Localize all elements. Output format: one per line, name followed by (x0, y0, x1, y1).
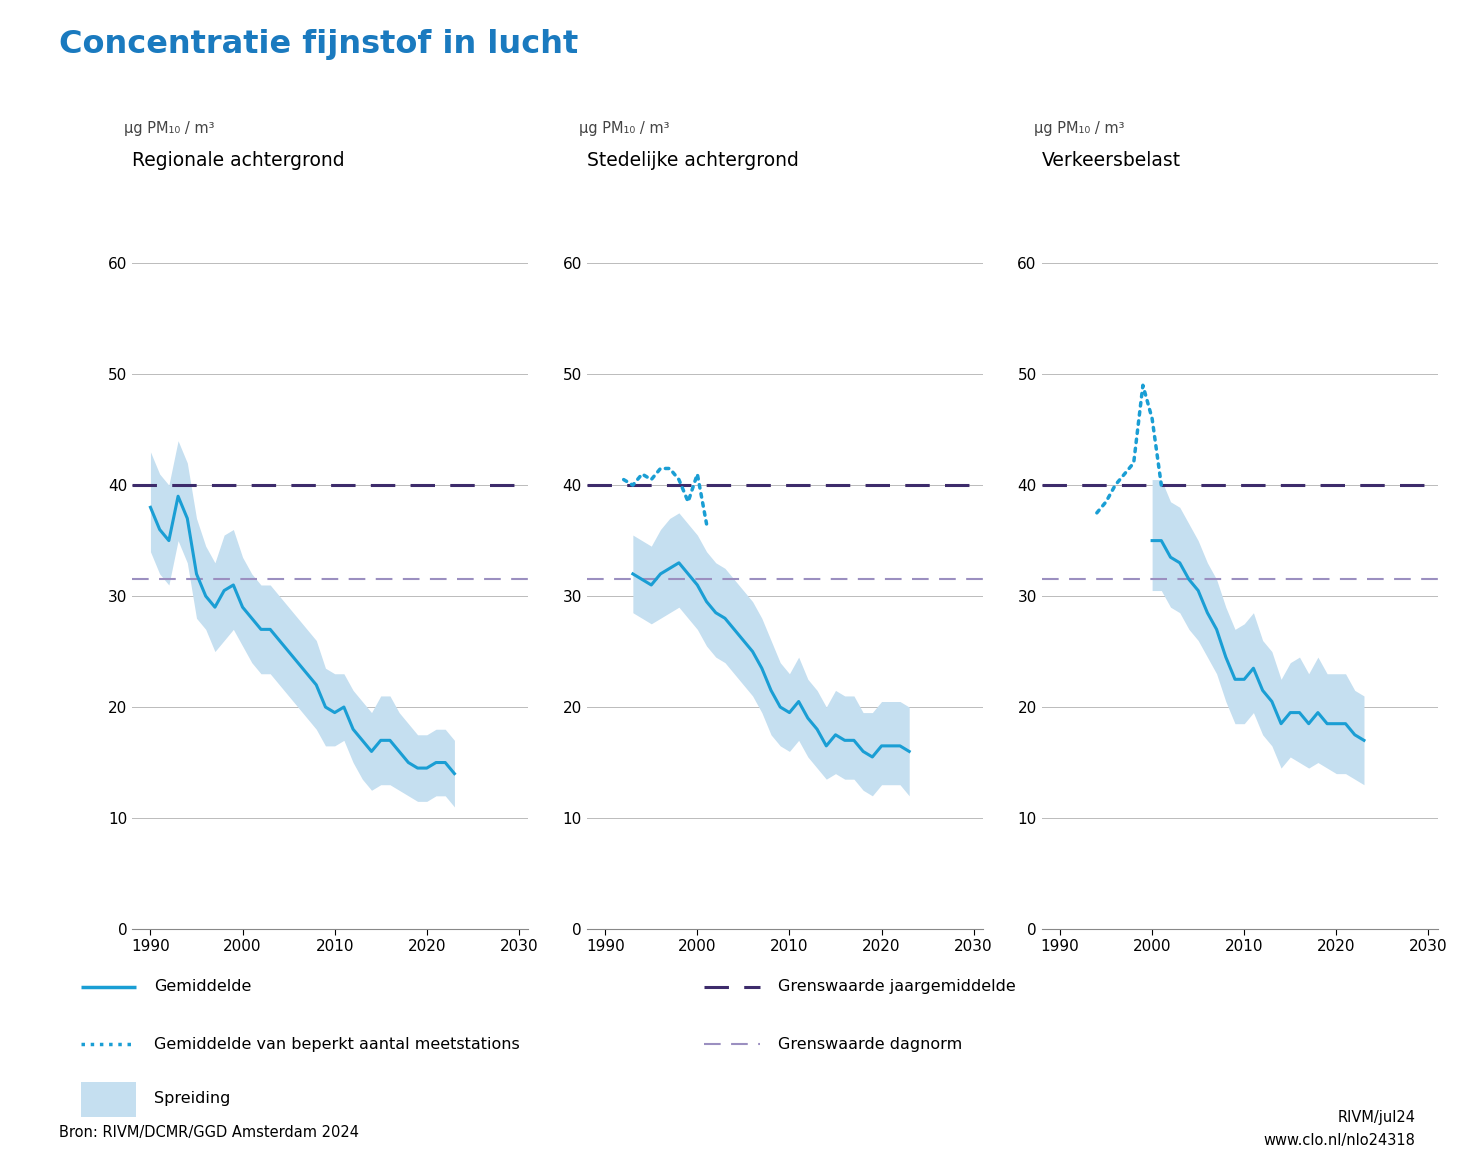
Text: Concentratie fijnstof in lucht: Concentratie fijnstof in lucht (59, 29, 578, 60)
Text: Stedelijke achtergrond: Stedelijke achtergrond (587, 151, 798, 170)
Text: Bron: RIVM/DCMR/GGD Amsterdam 2024: Bron: RIVM/DCMR/GGD Amsterdam 2024 (59, 1125, 358, 1140)
Text: μg PM₁₀ / m³: μg PM₁₀ / m³ (1034, 121, 1124, 135)
Text: Gemiddelde van beperkt aantal meetstations: Gemiddelde van beperkt aantal meetstatio… (154, 1037, 519, 1051)
Text: Verkeersbelast: Verkeersbelast (1042, 151, 1181, 170)
Text: Spreiding: Spreiding (154, 1092, 230, 1106)
Text: μg PM₁₀ / m³: μg PM₁₀ / m³ (125, 121, 214, 135)
Text: Regionale achtergrond: Regionale achtergrond (132, 151, 345, 170)
Text: μg PM₁₀ / m³: μg PM₁₀ / m³ (579, 121, 669, 135)
Text: Gemiddelde: Gemiddelde (154, 980, 251, 994)
Text: Grenswaarde jaargemiddelde: Grenswaarde jaargemiddelde (778, 980, 1015, 994)
Text: Grenswaarde dagnorm: Grenswaarde dagnorm (778, 1037, 962, 1051)
Text: www.clo.nl/nlo24318: www.clo.nl/nlo24318 (1263, 1133, 1416, 1148)
Text: RIVM/jul24: RIVM/jul24 (1338, 1110, 1416, 1125)
